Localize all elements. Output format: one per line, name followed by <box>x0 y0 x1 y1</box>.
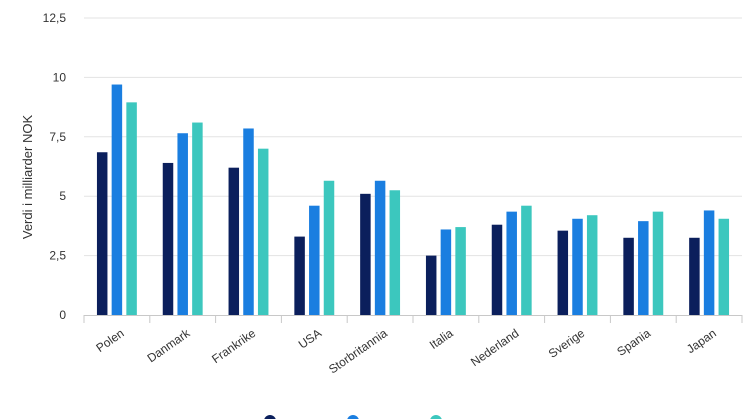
x-tick-label: Frankrike <box>209 326 258 366</box>
legend-marker <box>264 415 276 419</box>
bar-group-japan <box>689 210 730 315</box>
legend <box>264 415 442 419</box>
y-axis-ticks: 0 2,5 5 7,5 10 12,5 <box>43 11 67 322</box>
bar-group-storbritannia <box>360 180 401 315</box>
bar <box>689 237 700 315</box>
x-tick-label: Spania <box>614 326 653 359</box>
x-axis-ticks: Polen Danmark Frankrike USA Storbritannia Ita… <box>93 325 718 376</box>
bar-group-sverige <box>557 215 598 315</box>
bar <box>257 148 269 315</box>
bar <box>243 128 254 315</box>
bar <box>162 162 174 315</box>
bar-group-italia <box>425 227 466 315</box>
bar-group-danmark <box>162 122 203 315</box>
bar <box>374 180 386 315</box>
bar <box>360 193 371 315</box>
bar <box>718 218 730 315</box>
bar <box>425 255 437 315</box>
y-tick-label: 0 <box>59 308 66 322</box>
y-tick-label: 10 <box>53 70 67 84</box>
bar <box>96 152 108 315</box>
bar <box>652 211 664 315</box>
x-tick-label: Nederland <box>468 326 521 369</box>
bar <box>455 227 466 315</box>
bar <box>586 215 598 315</box>
bar <box>506 211 517 315</box>
bar <box>309 205 320 315</box>
bar <box>572 218 583 315</box>
bar <box>521 205 532 315</box>
bar <box>638 221 649 315</box>
y-tick-label: 7,5 <box>49 130 66 144</box>
bar-group-nederland <box>491 205 532 315</box>
y-tick-label: 2,5 <box>49 249 66 263</box>
bar-group-usa <box>294 180 335 315</box>
bar <box>557 230 569 315</box>
bar <box>177 133 188 315</box>
legend-marker <box>347 415 359 419</box>
x-axis <box>83 315 743 323</box>
x-tick-label: USA <box>296 326 324 352</box>
bar <box>323 180 335 315</box>
x-tick-label: Sverige <box>546 326 588 361</box>
bar-group-frankrike <box>228 128 269 315</box>
bar <box>440 229 452 315</box>
bar <box>623 237 634 315</box>
bar-group-spania <box>623 211 664 315</box>
bar <box>491 224 503 315</box>
y-tick-label: 5 <box>59 189 66 203</box>
x-tick-label: Polen <box>93 326 126 355</box>
x-tick-label: Italia <box>427 326 456 352</box>
bars <box>96 84 730 316</box>
bar <box>126 102 137 316</box>
bar <box>389 190 401 315</box>
bar <box>111 84 123 315</box>
bar <box>228 167 240 315</box>
y-tick-label: 12,5 <box>43 11 67 25</box>
x-tick-label: Japan <box>684 326 719 356</box>
bar-group-polen <box>96 84 137 316</box>
x-tick-label: Storbritannia <box>326 326 390 377</box>
bar <box>192 122 203 315</box>
x-tick-label: Danmark <box>145 325 194 365</box>
bar <box>703 210 715 315</box>
y-axis-title: Verdi i milliarder NOK <box>20 115 35 240</box>
bar <box>294 236 305 315</box>
legend-marker <box>430 415 442 419</box>
